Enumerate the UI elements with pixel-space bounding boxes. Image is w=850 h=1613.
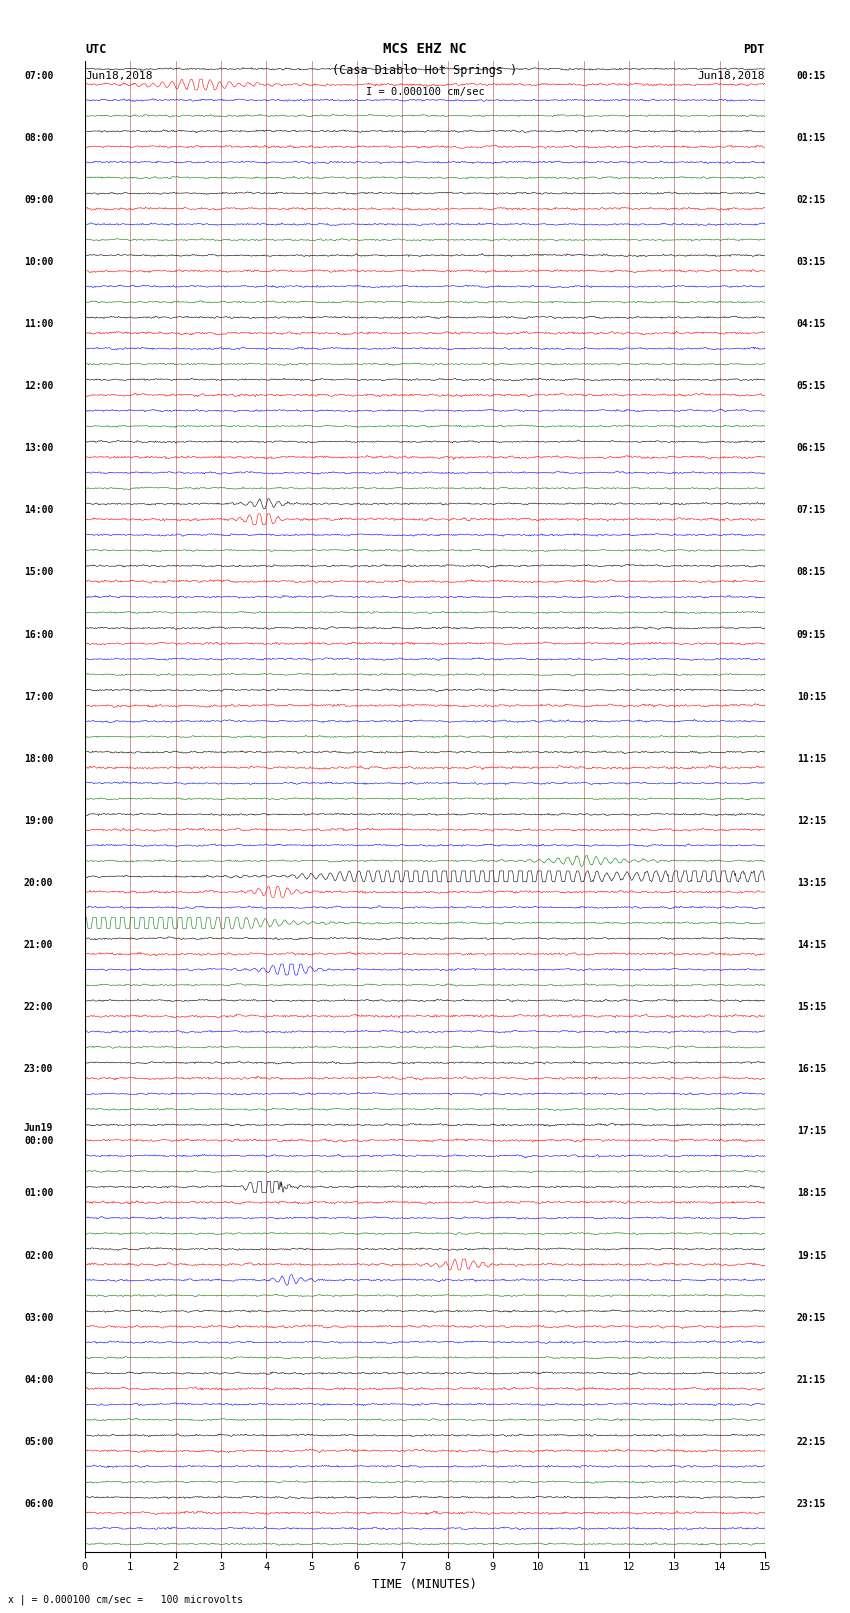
Text: 21:15: 21:15 [796, 1374, 826, 1384]
Text: MCS EHZ NC: MCS EHZ NC [383, 42, 467, 56]
Text: 07:00: 07:00 [24, 71, 54, 81]
Text: 16:00: 16:00 [24, 629, 54, 639]
Text: 06:15: 06:15 [796, 444, 826, 453]
Text: 09:15: 09:15 [796, 629, 826, 639]
Text: 00:15: 00:15 [796, 71, 826, 81]
Text: 04:00: 04:00 [24, 1374, 54, 1384]
Text: 10:00: 10:00 [24, 256, 54, 266]
Text: 20:15: 20:15 [796, 1313, 826, 1323]
Text: 14:00: 14:00 [24, 505, 54, 515]
Text: Jun18,2018: Jun18,2018 [698, 71, 765, 81]
Text: 13:00: 13:00 [24, 444, 54, 453]
Text: 08:00: 08:00 [24, 132, 54, 142]
X-axis label: TIME (MINUTES): TIME (MINUTES) [372, 1578, 478, 1590]
Text: 22:00: 22:00 [24, 1002, 54, 1011]
Text: 15:00: 15:00 [24, 568, 54, 577]
Text: 23:00: 23:00 [24, 1065, 54, 1074]
Text: 12:15: 12:15 [796, 816, 826, 826]
Text: Jun19: Jun19 [24, 1123, 54, 1134]
Text: 18:15: 18:15 [796, 1189, 826, 1198]
Text: 20:00: 20:00 [24, 877, 54, 887]
Text: 08:15: 08:15 [796, 568, 826, 577]
Text: 22:15: 22:15 [796, 1437, 826, 1447]
Text: 14:15: 14:15 [796, 940, 826, 950]
Text: 03:15: 03:15 [796, 256, 826, 266]
Text: 09:00: 09:00 [24, 195, 54, 205]
Text: 13:15: 13:15 [796, 877, 826, 887]
Text: Jun18,2018: Jun18,2018 [85, 71, 152, 81]
Text: 12:00: 12:00 [24, 381, 54, 390]
Text: 05:00: 05:00 [24, 1437, 54, 1447]
Text: 06:00: 06:00 [24, 1498, 54, 1508]
Text: 19:15: 19:15 [796, 1250, 826, 1260]
Text: 10:15: 10:15 [796, 692, 826, 702]
Text: 23:15: 23:15 [796, 1498, 826, 1508]
Text: 21:00: 21:00 [24, 940, 54, 950]
Text: 01:15: 01:15 [796, 132, 826, 142]
Text: 18:00: 18:00 [24, 753, 54, 763]
Text: 15:15: 15:15 [796, 1002, 826, 1011]
Text: 05:15: 05:15 [796, 381, 826, 390]
Text: 01:00: 01:00 [24, 1189, 54, 1198]
Text: x | = 0.000100 cm/sec =   100 microvolts: x | = 0.000100 cm/sec = 100 microvolts [8, 1594, 243, 1605]
Text: PDT: PDT [744, 44, 765, 56]
Text: (Casa Diablo Hot Springs ): (Casa Diablo Hot Springs ) [332, 65, 518, 77]
Text: 17:00: 17:00 [24, 692, 54, 702]
Text: 03:00: 03:00 [24, 1313, 54, 1323]
Text: 11:00: 11:00 [24, 319, 54, 329]
Text: 00:00: 00:00 [24, 1136, 54, 1145]
Text: I = 0.000100 cm/sec: I = 0.000100 cm/sec [366, 87, 484, 97]
Text: 19:00: 19:00 [24, 816, 54, 826]
Text: 07:15: 07:15 [796, 505, 826, 515]
Text: 02:15: 02:15 [796, 195, 826, 205]
Text: 04:15: 04:15 [796, 319, 826, 329]
Text: 11:15: 11:15 [796, 753, 826, 763]
Text: 16:15: 16:15 [796, 1065, 826, 1074]
Text: 17:15: 17:15 [796, 1126, 826, 1136]
Text: UTC: UTC [85, 44, 106, 56]
Text: 02:00: 02:00 [24, 1250, 54, 1260]
